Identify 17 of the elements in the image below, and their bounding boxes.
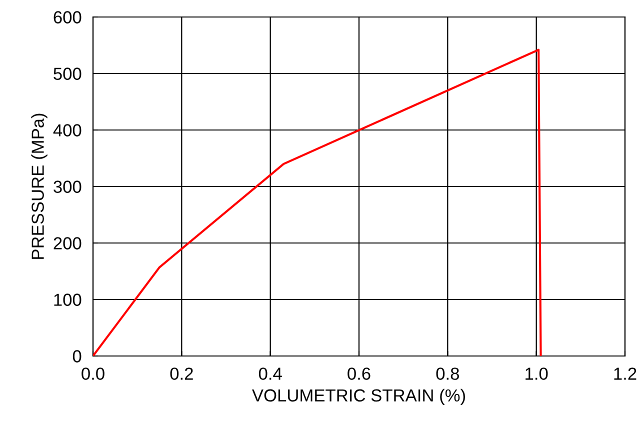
x-tick-label: 1.2 (614, 368, 636, 380)
x-tick-label: 0.4 (258, 368, 282, 380)
y-axis-title: PRESSURE (MPa) (31, 114, 48, 259)
x-tick-label: 0.8 (436, 368, 459, 380)
y-tick-label: 600 (54, 11, 82, 24)
y-tick-label: 300 (54, 180, 82, 193)
x-axis-title: VOLUMETRIC STRAIN (%) (252, 388, 465, 406)
x-tick-label: 0.0 (82, 368, 104, 380)
y-tick-label: 500 (54, 68, 82, 80)
y-tick-label: 200 (54, 237, 82, 250)
y-tick-label: 100 (54, 294, 82, 306)
y-tick-label: 0 (72, 350, 82, 362)
line-series (93, 48, 542, 356)
x-tick-label: 0.2 (170, 368, 193, 380)
y-tick-label: 400 (53, 124, 82, 136)
x-tick-label: 1.0 (526, 368, 548, 380)
x-tick-label: 0.6 (348, 368, 370, 380)
